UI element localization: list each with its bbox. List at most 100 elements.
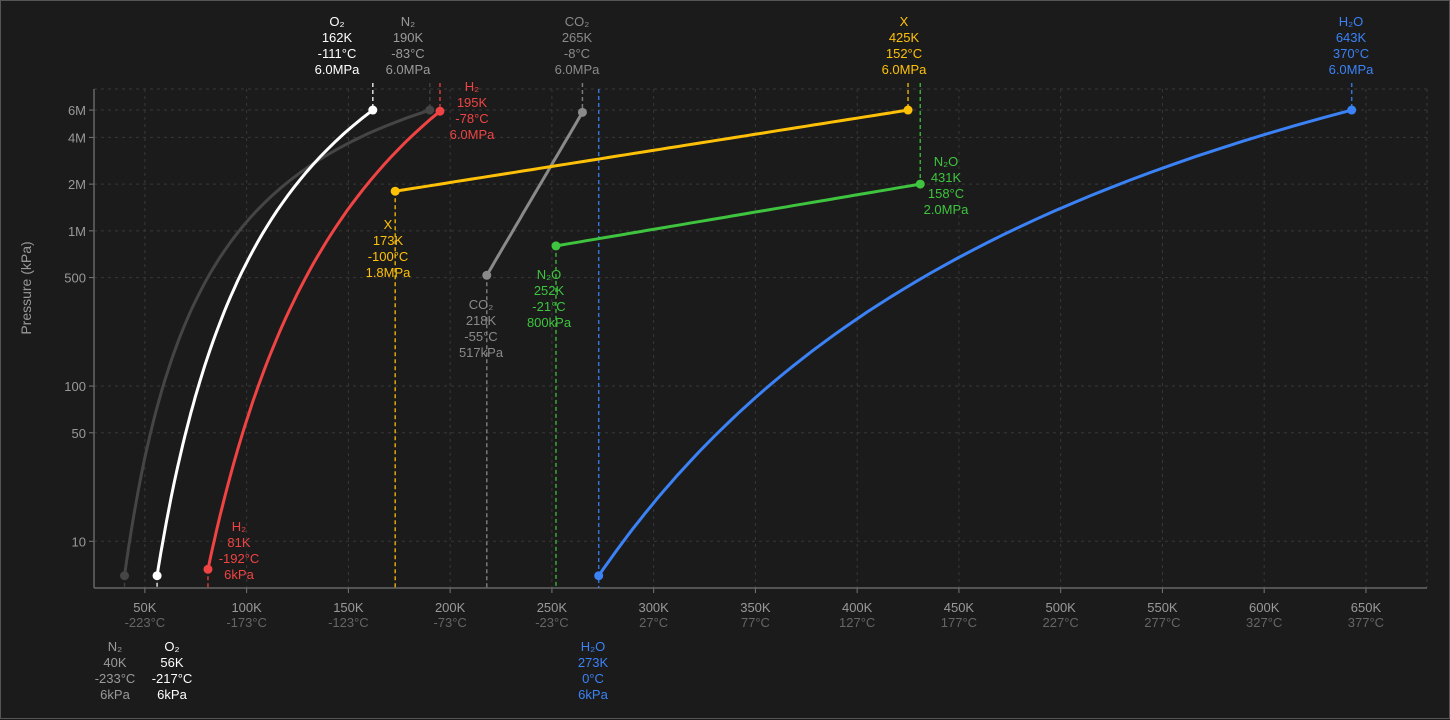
o2-curve [155, 108, 375, 578]
n2o-start-label: 800kPa [527, 315, 572, 330]
h2o-curve [597, 108, 1354, 578]
x-tick-celsius: 77°C [741, 615, 770, 630]
o2-start-label: 6kPa [157, 687, 187, 702]
points [120, 105, 1357, 581]
co2-curve [485, 110, 584, 277]
n2o-start-label: N₂O [537, 267, 562, 282]
co2-start-label: 218K [466, 313, 497, 328]
n2-end-label: N₂ [401, 14, 415, 29]
n2-curve [123, 108, 432, 578]
o2-start-label: O₂ [164, 639, 179, 654]
n2-end-label: -83°C [391, 46, 424, 61]
x-tick-celsius: 327°C [1246, 615, 1282, 630]
y-tick-label: 1M [68, 224, 86, 239]
o2-end-label: 6.0MPa [315, 62, 361, 77]
o2-end-label: -111°C [318, 46, 357, 61]
n2-start-label: 6kPa [100, 687, 130, 702]
h2-end-label: 6.0MPa [450, 127, 496, 142]
x-start-label: 1.8MPa [366, 265, 412, 280]
n2-end-label: 190K [393, 30, 424, 45]
x-tick-label: 200K [435, 600, 466, 615]
n2o-start-label: -21°C [532, 299, 565, 314]
h2-start-label: H₂ [232, 519, 246, 534]
co2-start-label: 517kPa [459, 345, 504, 360]
y-axis-label: Pressure (kPa) [18, 241, 34, 334]
x-tick-label: 50K [133, 600, 156, 615]
h2o-end-label: 6.0MPa [1329, 62, 1375, 77]
co2-end-point [577, 107, 587, 117]
x-end-label: 152°C [886, 46, 922, 61]
x-tick-label: 450K [944, 600, 975, 615]
x-tick-label: 350K [740, 600, 771, 615]
n2-start-label: -233°C [95, 671, 136, 686]
x-tick-celsius: 27°C [639, 615, 668, 630]
n2-start-label: N₂ [108, 639, 122, 654]
n2o-end-label: 158°C [928, 186, 964, 201]
grid [94, 88, 1428, 588]
x-tick-celsius: -73°C [433, 615, 466, 630]
h2o-end-label: 370°C [1333, 46, 1369, 61]
h2o-end-point [1347, 105, 1357, 115]
x-tick-label: 650K [1351, 600, 1382, 615]
x-tick-celsius: -123°C [328, 615, 369, 630]
n2-end-point [425, 105, 435, 115]
x-curve [393, 108, 910, 193]
h2-end-label: -78°C [455, 111, 488, 126]
h2-start-label: 6kPa [224, 567, 254, 582]
h2-end-point [435, 106, 445, 116]
co2-start-point [482, 270, 492, 280]
h2o-start-label: 6kPa [578, 687, 608, 702]
h2o-start-label: H₂O [581, 639, 606, 654]
n2o-end-point [915, 179, 925, 189]
n2o-start-point [551, 241, 561, 251]
co2-start-label: -55°C [464, 329, 497, 344]
co2-start-label: CO₂ [469, 297, 494, 312]
o2-start-point [152, 571, 162, 581]
axes: 50K-223°C 100K-173°C 150K-123°C 200K-73°C 25… [64, 89, 1427, 630]
x-start-label: 173K [373, 233, 404, 248]
x-tick-celsius: 177°C [941, 615, 977, 630]
x-tick-celsius: 277°C [1144, 615, 1180, 630]
co2-end-label: 6.0MPa [555, 62, 601, 77]
co2-end-label: CO₂ [565, 14, 590, 29]
y-tick-label: 100 [64, 379, 86, 394]
h2o-end-label: 643K [1336, 30, 1367, 45]
o2-start-label: -217°C [152, 671, 193, 686]
h2-end-label: 195K [457, 95, 488, 110]
x-tick-celsius: -223°C [125, 615, 166, 630]
h2o-start-label: 0°C [582, 671, 604, 686]
x-tick-label: 600K [1249, 600, 1280, 615]
h2-start-label: 81K [227, 535, 250, 550]
curves [123, 108, 1354, 578]
x-tick-label: 100K [231, 600, 262, 615]
o2-start-label: 56K [160, 655, 183, 670]
y-tick-label: 50 [72, 426, 86, 441]
y-tick-label: 500 [64, 271, 86, 286]
h2-curve [206, 109, 442, 571]
x-end-label: 425K [889, 30, 920, 45]
point-labels: N₂40K-233°C6kPaN₂190K-83°C6.0MPaO₂56K-21… [95, 14, 1374, 702]
y-tick-label: 10 [72, 534, 86, 549]
x-tick-celsius: 377°C [1348, 615, 1384, 630]
n2o-end-label: N₂O [934, 154, 959, 169]
n2-end-label: 6.0MPa [386, 62, 432, 77]
n2-start-label: 40K [103, 655, 126, 670]
h2-start-point [203, 564, 213, 574]
y-tick-label: 6M [68, 103, 86, 118]
x-tick-label: 300K [638, 600, 669, 615]
co2-end-label: 265K [562, 30, 593, 45]
o2-end-point [368, 105, 378, 115]
y-tick-label: 2M [68, 177, 86, 192]
co2-end-label: -8°C [564, 46, 590, 61]
x-tick-label: 250K [537, 600, 568, 615]
n2o-end-label: 2.0MPa [924, 202, 970, 217]
x-start-point [390, 186, 400, 196]
h2o-end-label: H₂O [1339, 14, 1364, 29]
x-tick-celsius: -23°C [535, 615, 568, 630]
h2o-start-point [594, 571, 604, 581]
n2o-end-label: 431K [931, 170, 962, 185]
x-end-label: X [900, 14, 909, 29]
h2o-start-label: 273K [578, 655, 609, 670]
n2o-start-label: 252K [534, 283, 565, 298]
